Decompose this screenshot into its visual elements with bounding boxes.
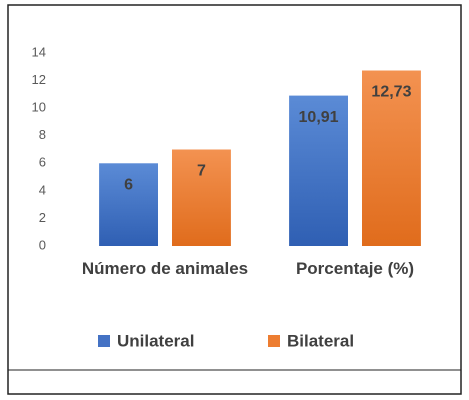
bar	[99, 163, 158, 246]
data-label: 7	[197, 163, 206, 180]
legend-swatch	[98, 335, 110, 347]
legend-swatch	[268, 335, 280, 347]
x-tick-label: Porcentaje (%)	[295, 259, 415, 278]
legend-label: Bilateral	[287, 331, 354, 350]
data-label: 6	[124, 177, 133, 194]
y-tick-label: 12	[32, 72, 46, 87]
y-tick-label: 4	[39, 182, 46, 197]
data-label: 12,73	[371, 84, 411, 101]
y-tick-label: 10	[32, 100, 46, 115]
data-label: 10,91	[299, 109, 339, 126]
bar	[172, 149, 231, 246]
x-tick-label-box: Porcentaje (%)	[295, 259, 415, 278]
y-tick-label: 2	[39, 210, 46, 225]
x-tick-label-box: Número de animales	[81, 259, 249, 278]
frame	[7, 4, 462, 395]
y-tick-label: 0	[39, 237, 46, 252]
bar	[362, 70, 421, 246]
y-tick-label: 14	[32, 44, 46, 59]
y-tick-label: 6	[39, 155, 46, 170]
bar	[289, 95, 348, 246]
legend-label: Unilateral	[117, 331, 194, 350]
x-tick-label: Número de animales	[81, 259, 249, 278]
y-tick-label: 8	[39, 127, 46, 142]
